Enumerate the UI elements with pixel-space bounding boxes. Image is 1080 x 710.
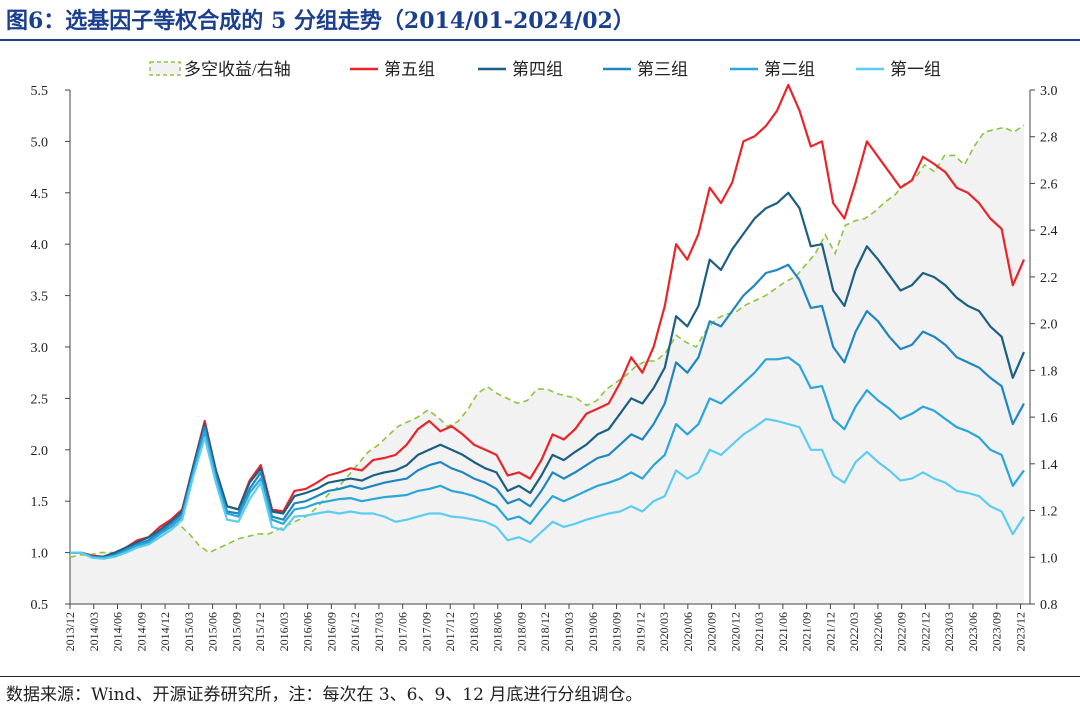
y-tick-label: 4.0 — [31, 238, 49, 253]
y2-tick-label: 2.0 — [1040, 318, 1058, 333]
x-tick-label: 2016/09 — [324, 612, 338, 651]
y2-tick-label: 1.8 — [1040, 364, 1058, 379]
x-tick-label: 2016/12 — [348, 612, 362, 651]
x-tick-label: 2020/03 — [657, 612, 671, 651]
figure-title: 图6：选基因子等权合成的 5 分组走势（2014/01-2024/02） — [6, 8, 635, 34]
x-tick-label: 2017/03 — [372, 612, 386, 651]
y2-tick-label: 1.0 — [1040, 551, 1058, 566]
series-line-2 — [70, 191, 1026, 558]
y2-tick-label: 2.6 — [1040, 177, 1058, 192]
legend: 多空收益/右轴 第五组 第四组 第三组 第二组 第一组 — [149, 60, 941, 79]
y-tick-label: 2.0 — [31, 444, 49, 459]
x-tick-label: 2021/12 — [823, 612, 837, 651]
x-tick-label: 2015/06 — [206, 612, 220, 651]
x-tick-label: 2017/12 — [443, 612, 457, 651]
longshort-area-fill — [70, 125, 1024, 604]
y2-tick-label: 1.4 — [1040, 458, 1058, 473]
y-tick-label: 5.0 — [31, 135, 49, 150]
axes — [65, 89, 1035, 609]
x-tick-label: 2019/09 — [610, 612, 624, 651]
legend-label: 第一组 — [890, 60, 941, 79]
x-tick-label: 2019/06 — [586, 612, 600, 651]
y2-tick-label: 2.2 — [1040, 271, 1058, 286]
legend-label: 第二组 — [764, 60, 815, 79]
x-tick-label: 2017/06 — [396, 612, 410, 651]
y2-tick-label: 1.6 — [1040, 411, 1058, 426]
x-tick-label: 2014/06 — [111, 612, 125, 651]
x-tick-label: 2018/06 — [491, 612, 505, 651]
y-tick-label: 4.5 — [31, 187, 49, 202]
series-line-4 — [70, 356, 1025, 559]
legend-label: 第五组 — [384, 60, 435, 79]
x-tick-label: 2023/06 — [966, 612, 980, 651]
x-tick-label: 2016/06 — [301, 612, 315, 651]
x-tick-label: 2023/12 — [1013, 612, 1027, 651]
y2-tick-label: 1.2 — [1040, 505, 1058, 520]
y-tick-label: 2.5 — [31, 392, 49, 407]
x-tick-label: 2013/12 — [63, 612, 77, 651]
y-tick-label: 5.5 — [31, 84, 49, 99]
longshort-area — [70, 125, 1024, 604]
x-tick-label: 2015/09 — [229, 612, 243, 651]
x-tick-label: 2020/09 — [705, 612, 719, 651]
footer-rule — [0, 676, 1080, 677]
x-tick-label: 2018/12 — [538, 612, 552, 651]
y2-tick-label: 0.8 — [1040, 598, 1058, 613]
x-tick-label: 2023/03 — [942, 612, 956, 651]
title-rule — [0, 39, 1080, 41]
y2-tick-label: 3.0 — [1040, 84, 1058, 99]
x-tick-label: 2014/09 — [134, 612, 148, 651]
x-tick-label: 2017/09 — [419, 612, 433, 651]
series-line-3 — [70, 263, 1025, 559]
x-tick-label: 2022/09 — [895, 612, 909, 651]
y-tick-label: 1.0 — [31, 547, 49, 562]
x-tick-label: 2014/03 — [87, 612, 101, 651]
tick-labels: 0.5 1.0 1.5 2.0 2.5 3.0 3.5 4.0 4.5 5.0 5.5 0.8 1.0 1… — [31, 84, 1058, 651]
x-tick-label: 2021/06 — [776, 612, 790, 651]
x-tick-label: 2020/06 — [681, 612, 695, 651]
x-tick-label: 2015/03 — [182, 612, 196, 651]
x-tick-label: 2021/03 — [752, 612, 766, 651]
x-tick-label: 2018/09 — [514, 612, 528, 651]
x-tick-label: 2019/03 — [562, 612, 576, 651]
y-tick-label: 3.5 — [31, 290, 49, 305]
x-tick-label: 2023/09 — [990, 612, 1004, 651]
x-tick-label: 2022/06 — [871, 612, 885, 651]
y2-tick-label: 2.4 — [1040, 224, 1058, 239]
x-tick-label: 2016/03 — [277, 612, 291, 651]
legend-label: 第四组 — [512, 60, 563, 79]
legend-label: 多空收益/右轴 — [184, 60, 291, 79]
series-line-5 — [70, 417, 1025, 560]
source-note: 数据来源：Wind、开源证券研究所，注：每次在 3、6、9、12 月底进行分组调… — [6, 685, 643, 705]
x-tick-label: 2018/03 — [467, 612, 481, 651]
x-tick-label: 2021/09 — [800, 612, 814, 651]
y-tick-label: 3.0 — [31, 341, 49, 356]
x-tick-label: 2019/12 — [633, 612, 647, 651]
series-lines — [69, 83, 1026, 560]
x-tick-label: 2020/12 — [728, 612, 742, 651]
x-tick-label: 2022/03 — [847, 612, 861, 651]
y-tick-label: 0.5 — [31, 598, 49, 613]
chart: 多空收益/右轴 第五组 第四组 第三组 第二组 第一组 0.5 1.0 1.5 2.0 2.5 3.… — [31, 60, 1058, 651]
x-tick-label: 2022/12 — [918, 612, 932, 651]
legend-label: 第三组 — [637, 60, 688, 79]
y2-tick-label: 2.8 — [1040, 131, 1058, 146]
x-tick-label: 2014/12 — [158, 612, 172, 651]
x-tick-label: 2015/12 — [253, 612, 267, 651]
legend-swatch — [149, 61, 181, 76]
longshort-line — [69, 124, 1025, 559]
y-tick-label: 1.5 — [31, 495, 49, 510]
